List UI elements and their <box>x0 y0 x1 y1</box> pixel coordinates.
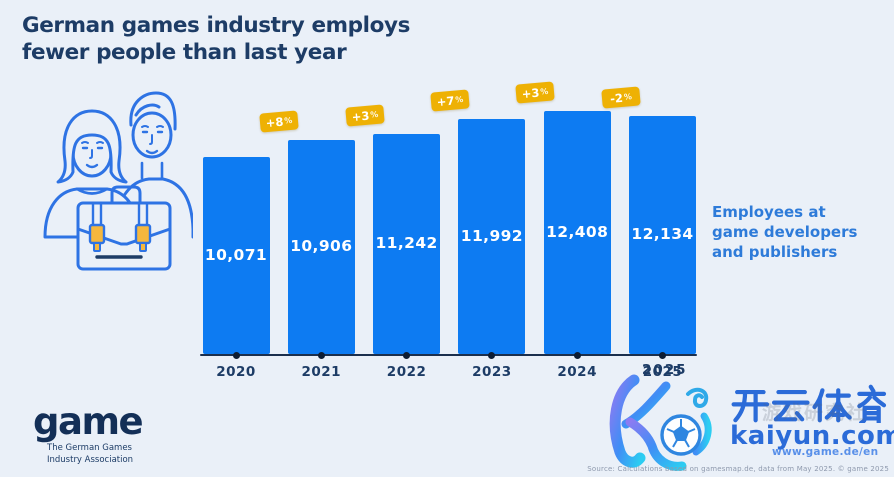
yoy-delta-badge: +7% <box>430 89 470 112</box>
yoy-delta-badge: +8% <box>259 110 300 133</box>
axis-tick-dot <box>659 351 666 359</box>
bar-2022 <box>373 134 441 354</box>
bar-2020 <box>202 157 270 354</box>
year-label-2021: 2021 <box>301 364 342 380</box>
axis-tick-dot <box>573 351 581 359</box>
kaiyun-watermark: 2025 <box>600 362 894 475</box>
axis-tick-dot <box>232 351 240 359</box>
series-annotation: Employees at game developers and publish… <box>712 203 858 261</box>
bar-2021 <box>287 140 355 354</box>
year-label-2020: 2020 <box>216 364 256 380</box>
kaiyun-k-soccer-logo <box>609 374 712 471</box>
bar-value-label: 12,134 <box>631 225 694 243</box>
yoy-delta-badge: +3% <box>515 81 555 104</box>
source-credit: Source: Calculations based on gamesmap.d… <box>587 465 889 473</box>
axis-tick-dot <box>488 351 496 359</box>
bar-value-label: 12,408 <box>546 222 609 241</box>
illustration-svg <box>43 91 195 271</box>
bar-value-label: 11,992 <box>460 226 523 245</box>
x-axis-line <box>200 354 697 356</box>
watermark-year: 2025 <box>642 362 688 378</box>
bar-2025 <box>629 116 696 354</box>
logo-tagline: The German Games Industry Association <box>47 443 134 465</box>
bar-value-label: 10,906 <box>290 237 353 255</box>
axis-tick-dot <box>317 351 325 359</box>
kaiyun-cn-wordmark <box>731 384 887 423</box>
bar-chart: 10,071 2020 10,906 +8% 2021 11,242 +3% 2022 11,9… <box>200 80 700 380</box>
bar-2024 <box>543 111 611 354</box>
people-briefcase-illustration <box>15 85 195 295</box>
year-label-2024: 2024 <box>557 364 597 380</box>
bar-value-label: 11,242 <box>375 234 438 252</box>
page-title: German games industry employs fewer peop… <box>22 13 410 65</box>
yoy-delta-badge: +3% <box>344 104 385 127</box>
yoy-delta-badge: -2% <box>600 86 641 109</box>
faint-overlay-watermark: 游戏研究社 <box>762 402 868 424</box>
year-label-2025: 2025 <box>642 364 683 380</box>
website-url: www.game.de/en <box>772 446 879 458</box>
year-label-2023: 2023 <box>472 364 512 380</box>
axis-tick-dot <box>403 351 411 359</box>
game-association-logo: game The German Games Industry Associati… <box>33 400 144 467</box>
bar-2023 <box>458 119 526 354</box>
year-label-2022: 2022 <box>386 364 427 380</box>
swirl-curl <box>686 387 709 408</box>
bar-value-label: 10,071 <box>204 245 268 264</box>
watermark-domain: kaiyun.com <box>730 421 894 451</box>
logo-wordmark: game <box>33 400 144 443</box>
